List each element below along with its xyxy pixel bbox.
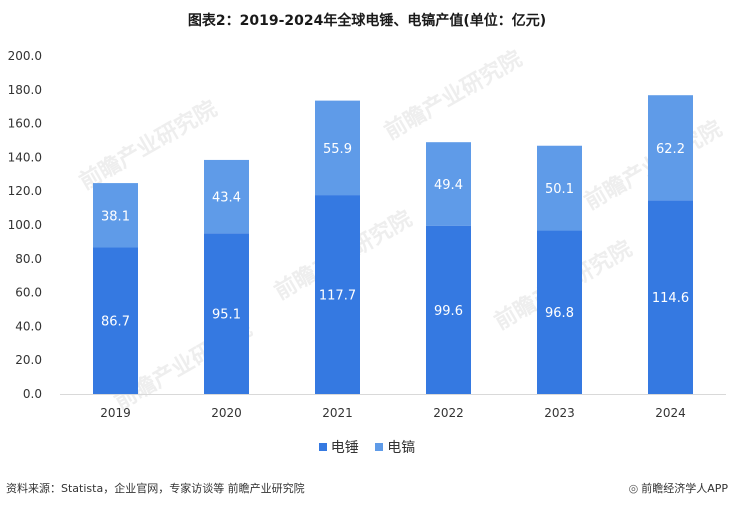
legend-label-series-2: 电镐 xyxy=(387,440,416,456)
x-tick-label: 2022 xyxy=(433,406,464,420)
bar-series-2 xyxy=(93,183,138,248)
legend-swatch-series-2 xyxy=(375,443,384,451)
data-label-series-1: 99.6 xyxy=(434,304,463,319)
y-tick-label: 200.0 xyxy=(8,49,42,63)
y-tick-label: 20.0 xyxy=(15,353,42,367)
y-tick-label: 60.0 xyxy=(15,286,42,300)
watermark-text: 前瞻产业研究院 xyxy=(380,46,526,146)
y-tick-label: 80.0 xyxy=(15,252,42,266)
legend-item-series-1: 电锤 xyxy=(318,437,359,457)
bar-series-1 xyxy=(315,195,360,394)
data-label-series-1: 117.7 xyxy=(319,289,356,304)
brand-credit: ◎ 前瞻经济学人APP xyxy=(629,480,728,496)
data-label-series-2: 55.9 xyxy=(323,142,352,157)
legend-swatch-series-1 xyxy=(318,443,327,451)
y-tick-label: 180.0 xyxy=(8,83,42,97)
y-tick-label: 120.0 xyxy=(8,184,42,198)
bar-series-1 xyxy=(204,233,249,394)
bar-series-1 xyxy=(537,230,582,394)
x-tick-label: 2023 xyxy=(544,406,575,420)
data-label-series-2: 43.4 xyxy=(212,191,241,206)
data-label-series-2: 62.2 xyxy=(656,142,685,157)
x-tick-label: 2020 xyxy=(211,406,242,420)
source-note: 资料来源：Statista，企业官网，专家访谈等 前瞻产业研究院 xyxy=(6,482,305,495)
y-tick-label: 160.0 xyxy=(8,117,42,131)
data-label-series-1: 96.8 xyxy=(545,306,574,321)
bar-series-1 xyxy=(648,200,693,394)
brand-label: 前瞻经济学人APP xyxy=(641,482,728,495)
bar-series-2 xyxy=(315,100,360,196)
watermark-text: 前瞻产业研究院 xyxy=(75,96,221,196)
legend-item-series-2: 电镐 xyxy=(375,437,415,457)
chart-title: 图表2：2019-2024年全球电锤、电镐产值(单位：亿元) xyxy=(187,13,547,29)
bar-series-2 xyxy=(648,95,693,201)
logo-icon: ◎ xyxy=(628,482,639,495)
y-tick-label: 100.0 xyxy=(8,218,42,232)
bar-series-2 xyxy=(537,145,582,231)
data-label-series-2: 38.1 xyxy=(101,209,130,224)
bar-series-1 xyxy=(426,225,471,394)
data-label-series-2: 50.1 xyxy=(545,182,574,197)
legend-label-series-1: 电锤 xyxy=(330,440,359,456)
x-tick-label: 2021 xyxy=(322,406,353,420)
data-label-series-1: 114.6 xyxy=(652,291,689,306)
bar-series-2 xyxy=(426,142,471,226)
data-label-series-1: 86.7 xyxy=(101,315,130,330)
y-tick-label: 0.0 xyxy=(23,387,42,401)
data-label-series-1: 95.1 xyxy=(212,308,241,323)
bar-series-1 xyxy=(93,247,138,394)
y-tick-label: 140.0 xyxy=(8,150,42,164)
x-tick-label: 2019 xyxy=(100,406,131,420)
bar-series-2 xyxy=(204,159,249,234)
y-tick-label: 40.0 xyxy=(15,319,42,333)
data-label-series-2: 49.4 xyxy=(434,178,463,193)
legend: 电锤 电镐 xyxy=(0,437,734,457)
x-tick-label: 2024 xyxy=(655,406,686,420)
